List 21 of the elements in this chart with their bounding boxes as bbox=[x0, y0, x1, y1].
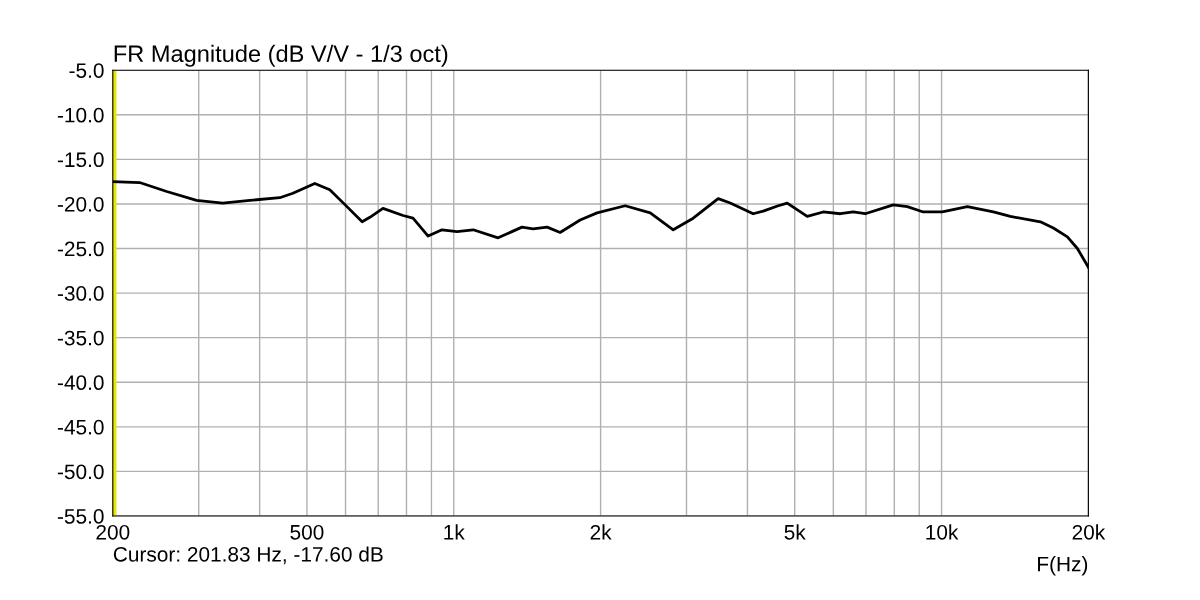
y-tick-label: -5.0 bbox=[69, 63, 104, 78]
chart-title: FR Magnitude (dB V/V - 1/3 oct) bbox=[114, 44, 448, 67]
x-tick-label: 5k bbox=[784, 524, 806, 540]
x-tick-label: 10k bbox=[926, 524, 959, 540]
y-tick-label: -15.0 bbox=[57, 152, 104, 168]
x-tick-label: 200 bbox=[96, 524, 130, 540]
x-tick-label: 20k bbox=[1072, 524, 1106, 540]
y-tick-label: -10.0 bbox=[57, 107, 104, 123]
y-tick-label: -50.0 bbox=[57, 464, 104, 480]
x-axis-title: F(Hz) bbox=[1038, 556, 1088, 576]
x-tick-label: 2k bbox=[590, 524, 612, 540]
y-tick-label: -25.0 bbox=[57, 241, 104, 257]
y-tick-label: -30.0 bbox=[57, 286, 104, 301]
y-tick-label: -35.0 bbox=[57, 330, 104, 346]
y-tick-label: -40.0 bbox=[57, 375, 104, 391]
x-tick-label: 500 bbox=[290, 524, 324, 540]
y-tick-label: -20.0 bbox=[57, 196, 104, 212]
x-tick-label: 1k bbox=[444, 524, 465, 540]
text: Cursor: 201.83 Hz, -17.60 dB bbox=[113, 546, 383, 565]
y-tick-label: -45.0 bbox=[57, 419, 104, 435]
y-tick-label: -55.0 bbox=[57, 509, 104, 524]
